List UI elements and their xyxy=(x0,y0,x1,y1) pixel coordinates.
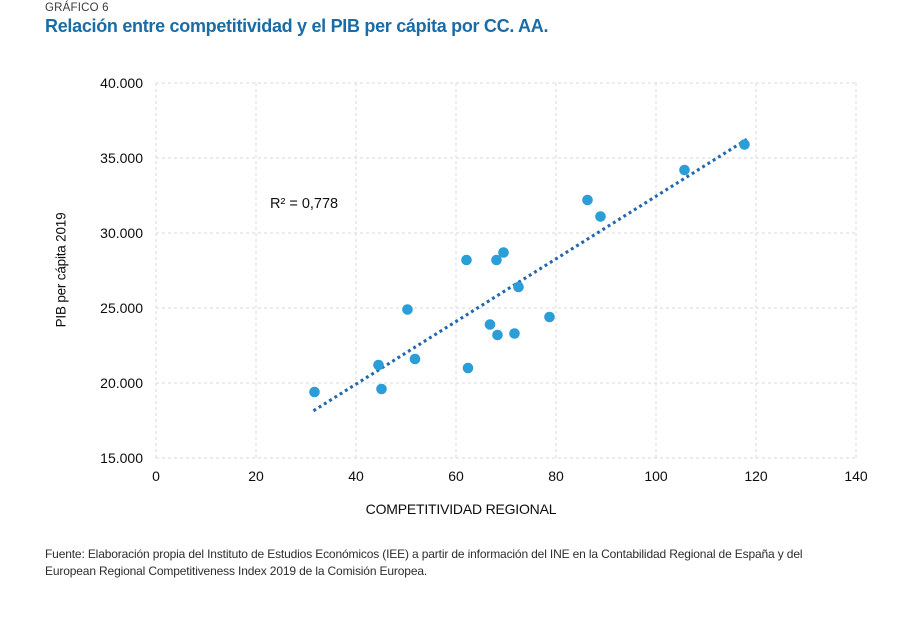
figure-source: Fuente: Elaboración propia del Instituto… xyxy=(45,546,910,580)
x-tick-label: 20 xyxy=(248,468,264,484)
x-tick-label: 100 xyxy=(644,468,668,484)
data-point xyxy=(513,281,524,293)
source-line-1: Fuente: Elaboración propia del Instituto… xyxy=(45,547,803,561)
source-line-2: European Regional Competitiveness Index … xyxy=(45,564,428,578)
x-axis-title: COMPETITIVIDAD REGIONAL xyxy=(365,501,557,517)
data-point xyxy=(509,328,520,339)
y-tick-label: 25.000 xyxy=(100,299,143,316)
x-tick-label: 40 xyxy=(348,468,364,484)
data-point xyxy=(739,139,750,150)
data-point xyxy=(491,254,502,266)
data-point xyxy=(409,353,421,365)
data-point xyxy=(462,362,474,374)
figure-kicker: GRÁFICO 6 xyxy=(45,2,109,14)
data-point xyxy=(402,304,413,315)
y-tick-label: 35.000 xyxy=(100,149,143,166)
x-tick-label: 0 xyxy=(152,468,160,484)
x-tick-label: 80 xyxy=(548,468,564,484)
trend-line xyxy=(312,137,748,413)
y-tick-label: 20.000 xyxy=(100,374,143,391)
figure-title: Relación entre competitividad y el PIB p… xyxy=(45,16,549,36)
data-point xyxy=(595,211,606,222)
data-point xyxy=(461,254,472,266)
data-point xyxy=(373,359,384,371)
data-point xyxy=(309,386,320,398)
x-tick-label: 140 xyxy=(844,468,868,484)
data-point xyxy=(376,383,387,395)
x-tick-label: 60 xyxy=(448,468,464,484)
x-tick-label: 120 xyxy=(744,468,768,484)
y-tick-label: 30.000 xyxy=(100,224,143,241)
data-point xyxy=(582,194,593,206)
data-point xyxy=(498,247,509,258)
y-tick-label: 40.000 xyxy=(100,74,143,91)
y-tick-label: 15.000 xyxy=(100,449,143,466)
data-point xyxy=(544,311,555,323)
data-point xyxy=(679,164,690,176)
y-axis-title: PIB per cápita 2019 xyxy=(53,212,69,328)
data-point xyxy=(492,329,503,341)
r-squared-annotation: R² = 0,778 xyxy=(270,196,339,212)
data-point xyxy=(484,319,496,330)
